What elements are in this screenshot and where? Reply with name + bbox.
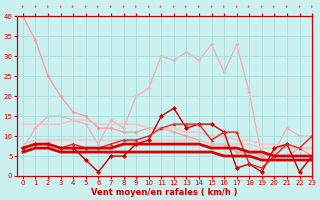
X-axis label: Vent moyen/en rafales ( km/h ): Vent moyen/en rafales ( km/h ) [91,188,238,197]
